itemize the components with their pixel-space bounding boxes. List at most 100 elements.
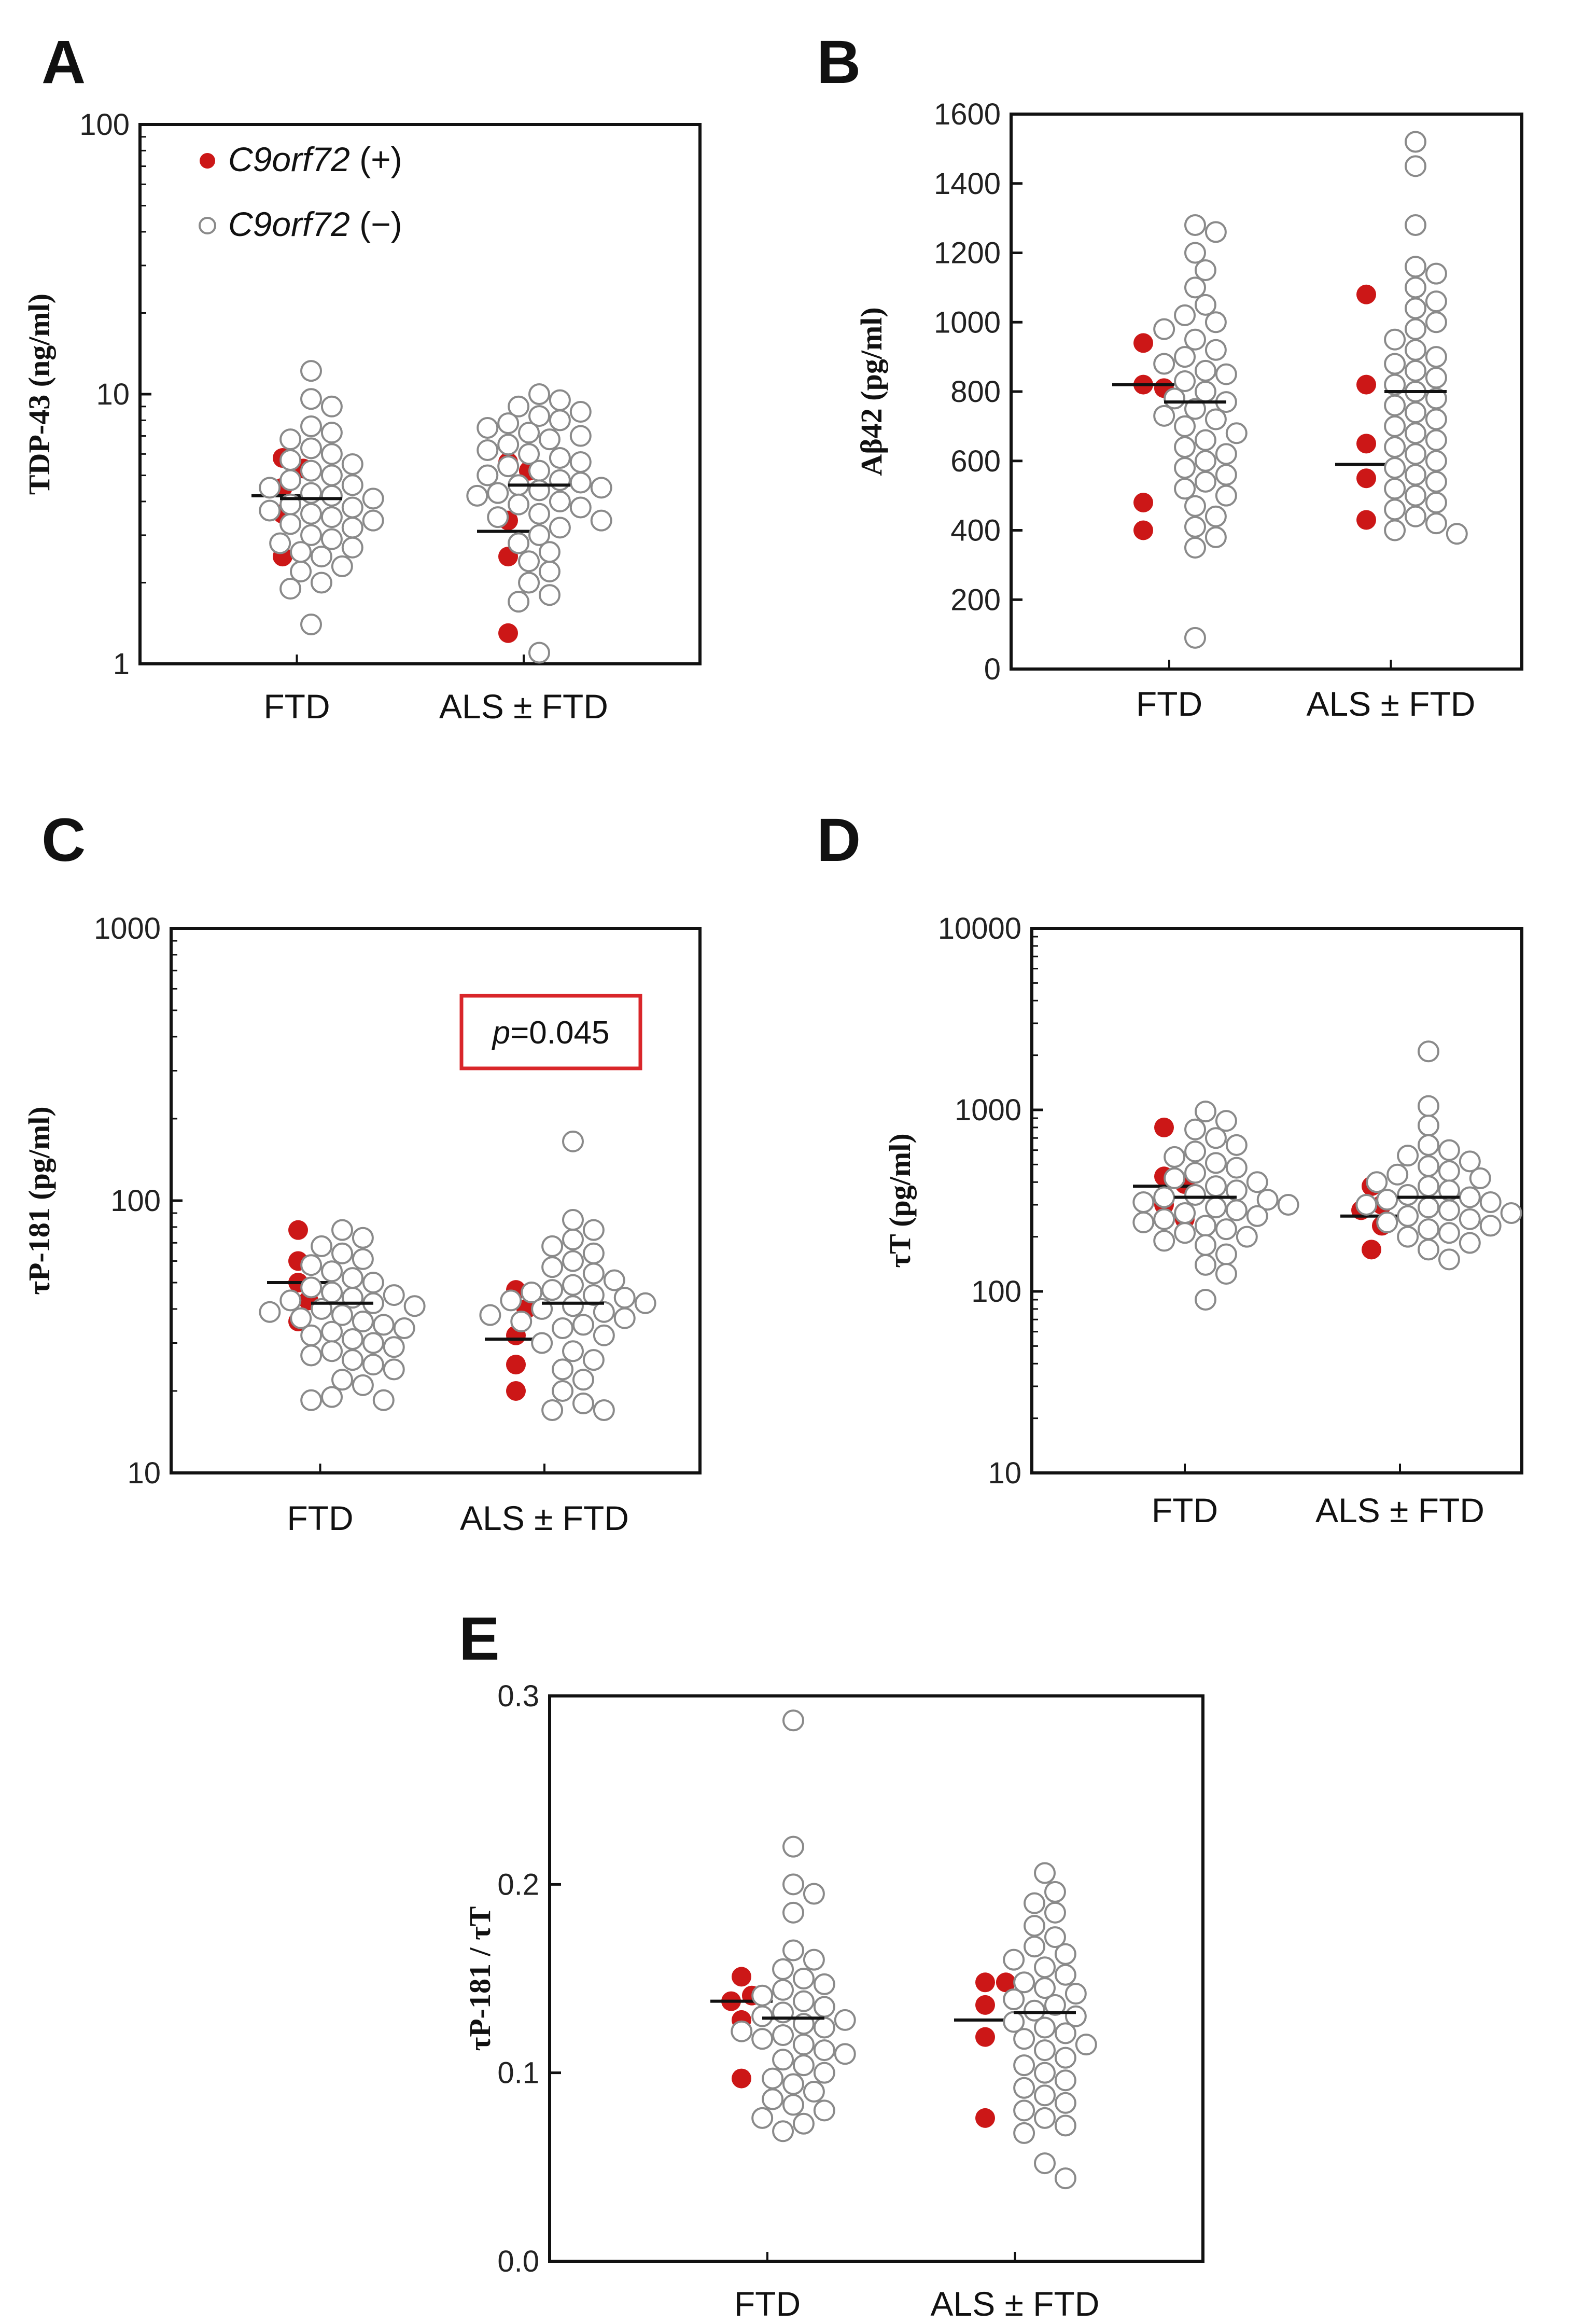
data-point-c9-negative (1153, 1186, 1175, 1208)
data-point-c9-negative (1153, 1230, 1175, 1252)
data-point-c9-negative (508, 591, 530, 613)
data-point-c9-negative (1384, 328, 1406, 351)
data-point-c9-negative (521, 1282, 543, 1304)
data-point-c9-negative (562, 1295, 584, 1317)
data-point-c9-negative (1034, 2152, 1056, 2175)
data-point-c9-negative (1405, 484, 1426, 507)
data-point-c9-negative (1418, 1175, 1439, 1198)
x-category-label: FTD (263, 687, 330, 726)
data-point-c9-negative (1246, 1171, 1268, 1193)
p-value-text: p=0.045 (492, 1015, 610, 1051)
y-axis-label: τP-181 (pg/ml) (22, 1106, 56, 1295)
y-axis-label: τP-181 / τT (463, 1906, 497, 2051)
y-axis-label: TDP-43 (ng/ml) (22, 294, 56, 495)
data-point-c9-negative (1054, 2092, 1076, 2114)
data-point-c9-negative (362, 488, 384, 510)
data-point-c9-negative (569, 425, 592, 447)
data-point-c9-negative (321, 1320, 343, 1343)
data-point-c9-negative (582, 1242, 605, 1264)
legend-marker-positive (200, 153, 215, 169)
data-point-c9-negative (582, 1262, 605, 1285)
data-point-c9-negative (352, 1248, 374, 1270)
data-point-c9-negative (552, 1380, 574, 1402)
data-point-c9-negative (300, 388, 322, 410)
data-point-c9-negative (792, 1968, 815, 1989)
data-point-c9-negative (477, 416, 499, 439)
data-point-c9-negative (1246, 1205, 1268, 1227)
data-point-c9-negative (1174, 457, 1196, 479)
data-point-c9-negative (731, 2020, 753, 2042)
data-point-c9-negative (1386, 1163, 1409, 1186)
data-point-c9-negative (1405, 401, 1426, 424)
data-point-c9-negative (341, 536, 363, 559)
panel-label: E (459, 1605, 500, 1673)
y-tick-label: 1200 (934, 236, 1001, 270)
data-point-c9-negative (300, 360, 322, 382)
data-point-c9-negative (634, 1292, 656, 1314)
y-tick-label: 1000 (94, 912, 161, 945)
data-point-c9-negative (1479, 1215, 1502, 1237)
data-point-c9-negative (1384, 498, 1406, 521)
legend-label: C9orf72 (−) (228, 205, 402, 243)
data-point-c9-negative (362, 509, 384, 532)
data-point-c9-negative (331, 1369, 353, 1391)
data-point-c9-negative (1225, 422, 1248, 444)
data-point-c9-negative (1195, 1289, 1216, 1311)
data-point-c9-negative (341, 1267, 363, 1289)
data-point-c9-negative (1384, 415, 1406, 437)
data-point-c9-negative (290, 541, 312, 563)
panel-a: A 1 10 100 TDP-43 (ng/ml) FTD ALS ± FTD (22, 28, 702, 726)
data-point-c9-negative (569, 451, 592, 473)
data-point-c9-negative (1425, 450, 1447, 472)
data-point-c9-negative (528, 524, 550, 546)
data-point-c9-negative (569, 471, 592, 494)
data-point-c9-negative (466, 484, 488, 507)
data-point-c9-negative (1425, 408, 1447, 430)
data-point-c9-negative (362, 1332, 384, 1354)
data-point-c9-negative (300, 503, 322, 525)
data-point-c9-negative (552, 1358, 574, 1381)
data-point-c9-negative (1438, 1199, 1460, 1221)
data-point-c9-negative (259, 477, 281, 499)
data-point-c9-negative (1184, 398, 1206, 420)
data-point-c9-negative (508, 493, 530, 516)
data-point-c9-negative (751, 2005, 774, 2027)
y-tick-label: 100 (79, 108, 130, 142)
data-point-c9-negative (541, 1279, 564, 1301)
data-point-c9-negative (487, 506, 509, 528)
data-point-c9-negative (321, 1386, 343, 1408)
data-point-c9-negative (279, 513, 302, 535)
data-point-c9-negative (1034, 1956, 1056, 1979)
data-point-c9-negative (259, 1301, 281, 1323)
y-tick-label: 100 (110, 1184, 161, 1218)
data-point-c9-negative (562, 1130, 584, 1152)
data-point-c9-negative (582, 1219, 605, 1241)
y-tick-label: 0 (984, 652, 1001, 686)
data-point-c9-negative (593, 1324, 615, 1346)
data-point-c9-negative (269, 532, 291, 554)
data-point-c9-negative (1469, 1167, 1491, 1189)
data-point-c9-negative (1446, 523, 1468, 545)
y-tick-label: 0.0 (497, 2245, 539, 2278)
data-point-c9-negative (772, 2024, 794, 2046)
data-point-c9-negative (331, 1219, 353, 1241)
y-tick-label: 600 (950, 444, 1001, 478)
y-tick-label: 1600 (934, 98, 1001, 131)
data-point-c9-negative (1355, 1194, 1378, 1216)
data-point-c9-negative (320, 443, 343, 465)
x-category-label: ALS ± FTD (1315, 1491, 1484, 1529)
data-point-c9-negative (497, 455, 520, 478)
data-point-c9-negative (1194, 259, 1216, 281)
data-point-c9-negative (320, 464, 343, 486)
legend: C9orf72 (+) C9orf72 (−) (199, 140, 402, 243)
data-point-c9-negative (500, 1289, 522, 1312)
data-point-c9-negative (1425, 512, 1447, 535)
data-point-c9-positive (1356, 284, 1376, 304)
data-point-c9-negative (320, 422, 343, 444)
data-point-c9-negative (1204, 1152, 1227, 1174)
data-point-c9-negative (813, 2016, 835, 2039)
data-point-c9-negative (403, 1295, 426, 1317)
data-point-c9-negative (352, 1374, 374, 1396)
data-point-c9-negative (572, 1369, 594, 1391)
panel-b: B 0 200 400 600 800 1000 1200 1400 1600 Aβ42 (pg/m… (817, 28, 1523, 723)
